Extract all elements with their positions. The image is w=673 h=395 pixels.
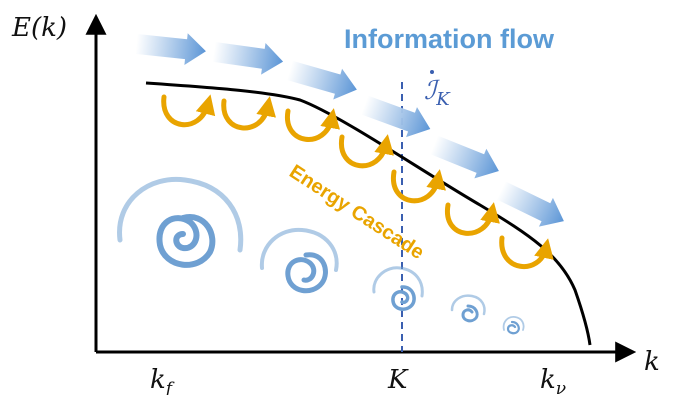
block-arrow-icon xyxy=(361,95,431,138)
block-arrow-icon xyxy=(286,60,357,100)
spiral-eddy-icon xyxy=(156,214,216,268)
spiral-eddy-icon xyxy=(391,285,416,311)
block-arrow-icon xyxy=(212,41,284,75)
spiral-eddy-icon xyxy=(450,294,486,316)
info-arrows xyxy=(135,33,564,227)
tick-label-knu: kν xyxy=(540,365,566,395)
energy-cascade-label: Energy Cascade xyxy=(285,161,428,264)
spiral-eddy-icon xyxy=(502,316,525,331)
information-flow-title: Information flow xyxy=(344,24,555,54)
curl-arrow-icon xyxy=(161,94,216,128)
spiral-eddy-icon xyxy=(372,266,424,298)
cascade-loops xyxy=(161,94,554,270)
spiral-eddy-icon xyxy=(461,304,479,323)
x-axis-label: k xyxy=(644,347,660,377)
spiral-eddy-icon xyxy=(506,320,520,335)
spiral-eddy-icon xyxy=(259,227,339,272)
curl-arrow-icon xyxy=(221,96,276,131)
spiral-eddy-icon xyxy=(285,252,328,294)
tick-label-K: K xyxy=(387,365,409,395)
curl-arrow-icon xyxy=(339,134,394,169)
curl-arrow-icon xyxy=(391,169,446,204)
block-arrow-icon xyxy=(135,33,206,66)
curl-arrow-icon xyxy=(499,235,554,270)
tick-label-kf: kf xyxy=(150,365,175,395)
block-arrow-icon xyxy=(430,135,499,179)
y-axis-label: E(k) xyxy=(11,13,67,43)
svg-text:ℐK: ℐK xyxy=(424,76,451,110)
curl-arrow-icon xyxy=(285,108,340,142)
eddies xyxy=(117,176,525,335)
information-rate-symbol: ℐK xyxy=(424,70,451,110)
block-arrow-icon xyxy=(496,181,564,227)
spiral-eddy-icon xyxy=(117,176,244,253)
curl-arrow-icon xyxy=(445,202,500,236)
